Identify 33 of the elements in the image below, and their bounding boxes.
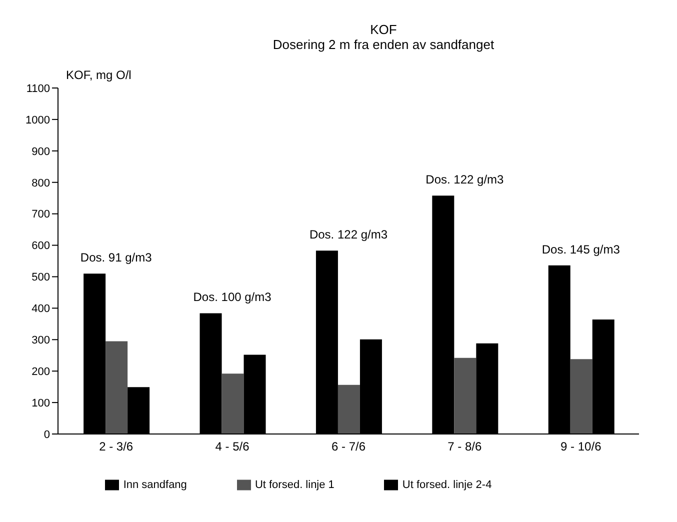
x-tick-label: 6 - 7/6 [331, 440, 366, 454]
y-tick-label: 500 [32, 272, 50, 284]
chart-subtitle: Dosering 2 m fra enden av sandfanget [272, 37, 496, 52]
y-tick-label: 300 [32, 334, 50, 347]
x-tick-label: 7 - 8/6 [448, 440, 482, 454]
y-tick-label: 200 [32, 366, 50, 378]
y-tick-label: 400 [32, 303, 50, 316]
bar [222, 374, 244, 434]
y-tick-label: 900 [32, 146, 50, 158]
x-tick-label: 9 - 10/6 [560, 440, 602, 454]
y-tick-label: 800 [32, 177, 50, 190]
bar [454, 358, 476, 434]
bar [570, 359, 592, 434]
annotation: Dos. 145 g/m3 [542, 242, 620, 256]
legend-label: Ut forsed. linje 2-4 [402, 478, 492, 491]
annotation: Dos. 122 g/m3 [309, 228, 388, 242]
chart-title: KOF [369, 22, 398, 37]
x-tick-label: 4 - 5/6 [215, 440, 250, 454]
y-tick-label: 700 [32, 208, 50, 221]
annotation: Dos. 122 g/m3 [426, 172, 504, 187]
y-tick-label: 600 [32, 240, 50, 252]
y-tick-label: 1100 [26, 82, 50, 95]
y-tick-label: 0 [44, 428, 50, 441]
annotation: Dos. 100 g/m3 [193, 290, 272, 304]
bar [338, 384, 360, 434]
y-tick-label: 100 [32, 397, 50, 410]
annotation: Dos. 91 g/m3 [80, 250, 152, 265]
legend-label: Inn sandfang [123, 478, 187, 491]
y-tick-label: 1000 [26, 114, 50, 126]
x-tick-label: 2 - 3/6 [99, 440, 134, 454]
y-axis-title: KOF, mg O/l [66, 68, 132, 82]
legend-label: Ut forsed. linje 1 [254, 478, 334, 491]
bar [106, 341, 128, 434]
